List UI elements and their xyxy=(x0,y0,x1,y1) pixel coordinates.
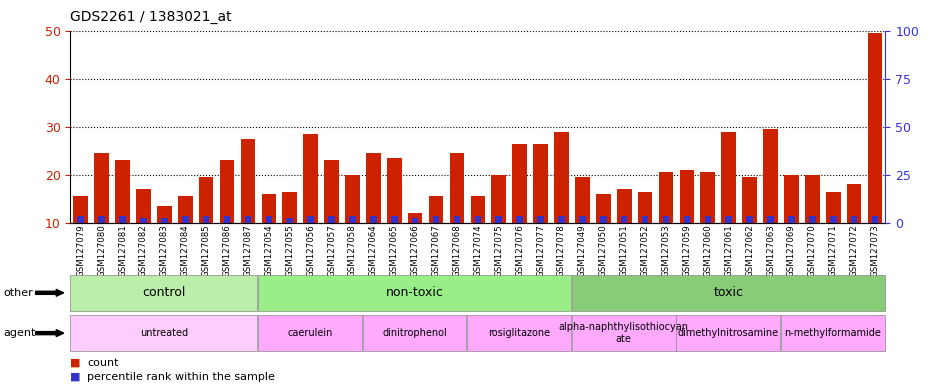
Bar xyxy=(328,215,334,223)
Bar xyxy=(721,131,735,223)
Text: other: other xyxy=(4,288,34,298)
Bar xyxy=(533,144,548,223)
Text: ■: ■ xyxy=(70,358,80,368)
Bar xyxy=(324,161,339,223)
Bar xyxy=(98,215,105,223)
Bar xyxy=(161,218,168,223)
Bar xyxy=(219,161,234,223)
Bar xyxy=(344,175,359,223)
Bar xyxy=(261,194,276,223)
Bar xyxy=(683,215,690,223)
Bar xyxy=(244,215,251,223)
Bar xyxy=(78,215,84,223)
Text: non-toxic: non-toxic xyxy=(386,286,443,299)
Bar xyxy=(119,215,125,223)
Bar xyxy=(490,175,505,223)
Bar xyxy=(429,196,443,223)
Bar xyxy=(704,215,710,223)
Bar xyxy=(679,170,694,223)
Bar xyxy=(432,215,439,223)
Text: count: count xyxy=(87,358,119,368)
Bar xyxy=(595,194,610,223)
Bar xyxy=(621,215,627,223)
Bar xyxy=(73,196,88,223)
Bar xyxy=(658,172,673,223)
Bar xyxy=(157,206,171,223)
Text: untreated: untreated xyxy=(139,328,188,338)
Bar xyxy=(867,33,882,223)
Bar xyxy=(724,215,731,223)
Bar xyxy=(767,215,773,223)
Bar xyxy=(265,215,271,223)
Bar xyxy=(616,189,631,223)
Text: percentile rank within the sample: percentile rank within the sample xyxy=(87,372,275,382)
Bar xyxy=(412,218,418,223)
Text: ■: ■ xyxy=(70,372,80,382)
Text: dimethylnitrosamine: dimethylnitrosamine xyxy=(677,328,778,338)
Bar xyxy=(136,189,151,223)
Bar xyxy=(558,215,564,223)
Bar xyxy=(575,177,589,223)
Bar xyxy=(202,215,210,223)
Bar xyxy=(846,184,860,223)
Bar xyxy=(741,177,756,223)
Bar xyxy=(745,215,753,223)
Bar xyxy=(453,215,460,223)
Bar xyxy=(474,215,481,223)
Bar xyxy=(390,215,397,223)
Bar xyxy=(286,218,293,223)
Bar xyxy=(829,215,836,223)
Bar xyxy=(349,215,356,223)
Text: control: control xyxy=(142,286,185,299)
Text: toxic: toxic xyxy=(712,286,742,299)
Bar xyxy=(808,215,814,223)
Bar xyxy=(700,172,714,223)
Bar xyxy=(641,215,648,223)
Bar xyxy=(366,153,380,223)
Text: dinitrophenol: dinitrophenol xyxy=(382,328,446,338)
Bar xyxy=(449,153,463,223)
Bar xyxy=(241,139,255,223)
Bar xyxy=(516,215,522,223)
Bar xyxy=(599,215,606,223)
Bar xyxy=(407,213,422,223)
Bar xyxy=(95,153,109,223)
Bar xyxy=(637,192,651,223)
Bar xyxy=(787,215,794,223)
Bar xyxy=(387,158,402,223)
Bar xyxy=(495,215,502,223)
Bar xyxy=(198,177,213,223)
Bar xyxy=(804,175,819,223)
Text: alpha-naphthylisothiocyan
ate: alpha-naphthylisothiocyan ate xyxy=(558,322,688,344)
Bar xyxy=(115,161,130,223)
Bar xyxy=(662,215,668,223)
Text: agent: agent xyxy=(4,328,37,338)
Bar xyxy=(282,192,297,223)
Bar xyxy=(870,215,877,223)
Bar xyxy=(370,215,376,223)
Bar xyxy=(783,175,797,223)
Bar xyxy=(825,192,840,223)
Bar xyxy=(512,144,526,223)
Bar xyxy=(140,218,147,223)
Text: caerulein: caerulein xyxy=(287,328,332,338)
Bar xyxy=(578,215,585,223)
Bar xyxy=(553,131,568,223)
Text: n-methylformamide: n-methylformamide xyxy=(783,328,880,338)
Bar xyxy=(536,215,543,223)
Bar xyxy=(850,215,856,223)
Text: rosiglitazone: rosiglitazone xyxy=(488,328,549,338)
Bar xyxy=(224,215,230,223)
Bar xyxy=(470,196,485,223)
Bar xyxy=(178,196,192,223)
Bar xyxy=(182,215,188,223)
Bar xyxy=(303,134,317,223)
Bar xyxy=(307,215,314,223)
Text: GDS2261 / 1383021_at: GDS2261 / 1383021_at xyxy=(70,10,231,23)
Bar xyxy=(762,129,777,223)
